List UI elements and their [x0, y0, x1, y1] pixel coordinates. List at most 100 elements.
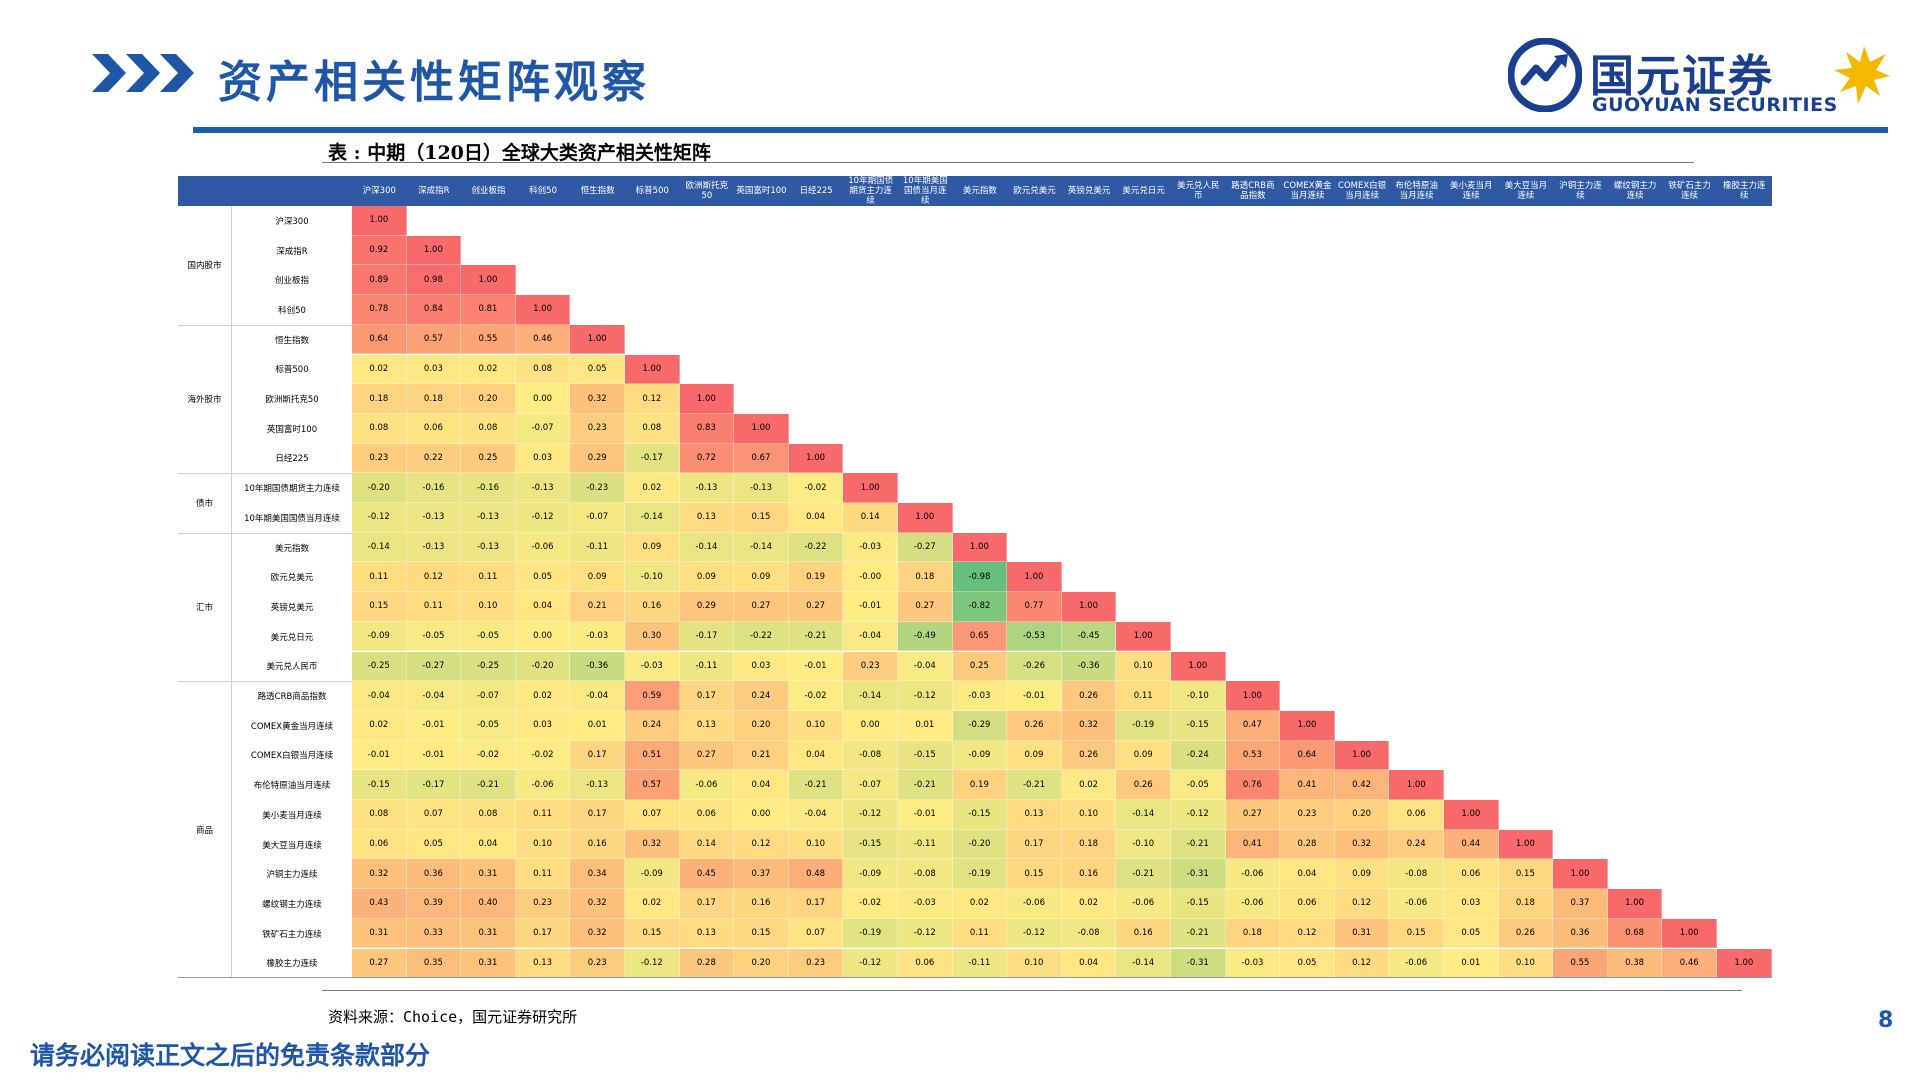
- matrix-cell: 0.12: [406, 562, 462, 593]
- matrix-cell: 0.20: [734, 948, 789, 979]
- matrix-cell: -0.06: [1389, 948, 1444, 979]
- matrix-cell: 1.00: [1280, 710, 1335, 741]
- matrix-cell: 0.26: [1498, 918, 1554, 949]
- matrix-cell: 0.23: [788, 948, 844, 979]
- matrix-cell: 0.26: [1061, 740, 1117, 771]
- matrix-cell: -0.25: [461, 651, 516, 682]
- row-label: 创业板指: [274, 276, 309, 287]
- matrix-cell: -0.20: [952, 829, 1008, 860]
- matrix-cell: 0.14: [843, 503, 898, 533]
- matrix-cell: -0.21: [788, 621, 844, 652]
- matrix-cell: -0.06: [1007, 889, 1062, 919]
- matrix-cell: -0.21: [1171, 829, 1226, 860]
- caption-rule: [322, 162, 1694, 163]
- matrix-cell: -0.06: [1225, 859, 1281, 890]
- matrix-cell: 0.02: [1061, 889, 1117, 919]
- matrix-cell: 0.27: [352, 948, 407, 979]
- matrix-cell: -0.24: [1171, 740, 1226, 771]
- matrix-cell: 0.55: [1553, 948, 1608, 979]
- matrix-cell: 0.46: [1662, 948, 1717, 979]
- matrix-cell: -0.20: [515, 651, 571, 682]
- matrix-cell: 0.31: [461, 948, 516, 979]
- matrix-cell: 0.15: [352, 592, 407, 622]
- matrix-cell: -0.16: [461, 473, 516, 503]
- matrix-cell: 0.32: [1061, 710, 1117, 741]
- matrix-cell: -0.04: [352, 681, 407, 711]
- matrix-cell: 0.11: [406, 592, 462, 622]
- matrix-cell: 0.41: [1225, 829, 1281, 860]
- matrix-cell: -0.13: [570, 770, 625, 800]
- matrix-cell: 0.08: [352, 800, 407, 830]
- matrix-cell: -0.00: [843, 562, 898, 593]
- matrix-cell: -0.06: [679, 770, 735, 800]
- matrix-cell: -0.21: [1116, 859, 1171, 890]
- matrix-cell: -0.19: [1116, 710, 1171, 741]
- matrix-cell: 0.42: [1334, 770, 1390, 800]
- matrix-cell: 0.57: [625, 770, 680, 800]
- matrix-cell: -0.05: [461, 621, 516, 652]
- matrix-cell: 0.53: [1225, 740, 1281, 771]
- matrix-cell: -0.17: [625, 443, 680, 474]
- matrix-cell: -0.01: [843, 592, 898, 622]
- matrix-cell: -0.01: [406, 740, 462, 771]
- matrix-cell: 0.06: [898, 948, 953, 979]
- row-label: 欧元兑美元: [270, 573, 314, 584]
- row-label: 美小麦当月连续: [262, 810, 322, 821]
- matrix-cell: -0.01: [898, 800, 953, 830]
- matrix-cell: 0.32: [625, 829, 680, 860]
- column-header: 深成指R: [418, 186, 450, 196]
- matrix-cell: -0.02: [788, 473, 844, 503]
- matrix-cell: 0.06: [352, 829, 407, 860]
- matrix-cell: -0.01: [1007, 681, 1062, 711]
- matrix-cell: 0.18: [406, 384, 462, 414]
- matrix-cell: -0.22: [734, 621, 789, 652]
- matrix-cell: 0.03: [515, 443, 571, 474]
- matrix-cell: -0.15: [898, 740, 953, 771]
- matrix-cell: 0.11: [515, 800, 571, 830]
- column-header: 10年期美国国债当月连续: [902, 176, 948, 206]
- group-separator: [178, 532, 352, 534]
- matrix-cell: 0.22: [406, 443, 462, 474]
- matrix-cell: 0.29: [679, 592, 735, 622]
- group-separator: [178, 324, 352, 326]
- matrix-cell: 0.08: [515, 354, 571, 385]
- matrix-cell: 0.20: [734, 710, 789, 741]
- matrix-cell: 0.02: [352, 710, 407, 741]
- matrix-cell: -0.09: [952, 740, 1008, 771]
- matrix-cell: -0.01: [352, 740, 407, 771]
- matrix-cell: 0.23: [515, 889, 571, 919]
- matrix-cell: 0.10: [788, 829, 844, 860]
- matrix-cell: 0.92: [352, 235, 407, 266]
- matrix-cell: 0.15: [734, 503, 789, 533]
- matrix-cell: -0.15: [1171, 710, 1226, 741]
- source-note: 资料来源：Choice，国元证券研究所: [328, 1008, 578, 1026]
- column-header: 美元指数: [962, 186, 997, 196]
- matrix-cell: 0.04: [1061, 948, 1117, 979]
- matrix-cell: 0.10: [1007, 948, 1062, 979]
- matrix-cell: -0.12: [843, 800, 898, 830]
- matrix-cell: 0.31: [461, 859, 516, 890]
- matrix-cell: 0.43: [352, 889, 407, 919]
- matrix-cell: -0.03: [952, 681, 1008, 711]
- matrix-cell: 1.00: [843, 473, 898, 503]
- row-label: 路透CRB商品指数: [257, 692, 327, 703]
- matrix-cell: 0.72: [679, 443, 735, 474]
- matrix-cell: 0.00: [515, 621, 571, 652]
- row-label: 螺纹钢主力连续: [262, 899, 322, 910]
- matrix-cell: 0.02: [625, 889, 680, 919]
- matrix-cell: -0.03: [1225, 948, 1281, 979]
- column-header: 沪深300: [362, 186, 396, 196]
- matrix-cell: 0.09: [1116, 740, 1171, 771]
- group-label: 商品: [178, 681, 232, 979]
- matrix-cell: -0.12: [625, 948, 680, 979]
- matrix-cell: -0.04: [570, 681, 625, 711]
- matrix-cell: 0.23: [570, 948, 625, 979]
- header-divider: [193, 127, 1888, 133]
- matrix-cell: -0.13: [679, 473, 735, 503]
- row-label: 深成指R: [276, 246, 308, 257]
- matrix-cell: 0.12: [1334, 889, 1390, 919]
- matrix-cell: 1.00: [625, 354, 680, 385]
- matrix-cell: 0.09: [570, 562, 625, 593]
- matrix-bottom-rule: [178, 977, 1772, 978]
- column-header: 铁矿石主力连续: [1668, 181, 1711, 201]
